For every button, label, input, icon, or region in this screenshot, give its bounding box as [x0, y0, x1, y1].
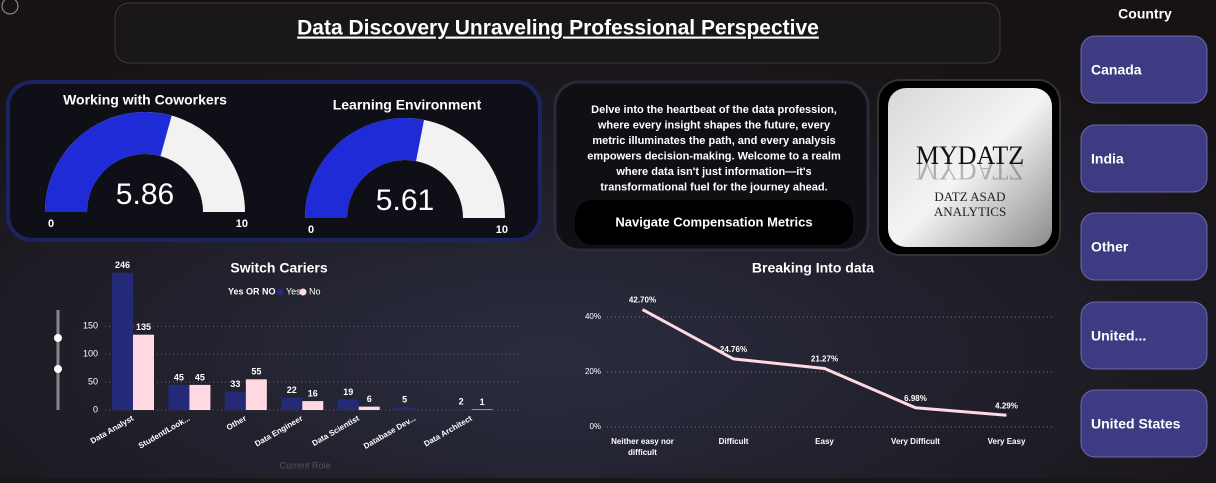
data-label: 6.98%	[904, 394, 927, 403]
data-label: 16	[308, 388, 318, 398]
nav-button-label[interactable]: Navigate Compensation Metrics	[615, 214, 812, 229]
line	[641, 308, 1007, 417]
data-label: 33	[230, 379, 240, 389]
slider-handle[interactable]	[54, 334, 62, 342]
title-box	[114, 2, 1001, 64]
back-icon[interactable]	[1, 0, 19, 15]
bar	[281, 397, 303, 410]
gauge-min: 0	[48, 218, 54, 230]
data-label: 6	[367, 394, 372, 404]
gauge-value-arc	[305, 118, 425, 218]
slicer-item[interactable]	[1080, 212, 1208, 281]
y-tick-label: 50	[88, 376, 98, 386]
y-tick-label: 40%	[585, 312, 601, 321]
description-line: Delve into the heartbeat of the data pro…	[591, 104, 837, 116]
gauge-max: 10	[496, 224, 508, 236]
data-label: 19	[343, 387, 353, 397]
description-line: empowers decision-making. Welcome to a r…	[587, 150, 841, 162]
y-tick-label: 0	[93, 404, 98, 414]
y-tick-label: 150	[83, 321, 98, 331]
description-line: transformational fuel for the journey ah…	[600, 181, 827, 193]
slicer-item-label[interactable]: Canada	[1091, 62, 1142, 78]
gauge-title: Learning Environment	[333, 97, 482, 113]
bar	[245, 379, 267, 410]
bar	[450, 408, 472, 410]
slicer-item-label[interactable]: Other	[1091, 239, 1129, 255]
bar	[189, 384, 211, 410]
x-tick-label: Difficult	[719, 437, 749, 446]
bar	[471, 409, 493, 410]
legend-swatch	[276, 288, 284, 296]
data-label: 135	[136, 322, 151, 332]
description-line: where data isn't just information—it's	[615, 166, 811, 178]
slicer-item-label[interactable]: India	[1091, 151, 1124, 167]
bar	[168, 384, 190, 410]
data-label: 1	[480, 397, 485, 407]
chart-title: Breaking Into data	[752, 260, 874, 276]
data-label: 22	[287, 385, 297, 395]
bar	[337, 399, 359, 410]
gauge-max: 10	[236, 218, 248, 230]
bar	[302, 401, 324, 410]
logo-line: ANALYTICS	[934, 204, 1006, 219]
logo-line: DATZ ASAD	[934, 189, 1005, 204]
slicer-item-label[interactable]: United States	[1091, 416, 1181, 432]
slider-handle[interactable]	[54, 365, 62, 373]
x-tick-label: Very Easy	[988, 437, 1026, 446]
gauge-min: 0	[308, 224, 314, 236]
y-tick-label: 20%	[585, 367, 601, 376]
gauge-title: Working with Coworkers	[63, 92, 227, 108]
slicer-title: Country	[1118, 6, 1172, 22]
bar	[358, 406, 380, 410]
x-tick-label: Very Difficult	[891, 437, 940, 446]
data-label: 45	[195, 372, 205, 382]
chart-title: Switch Cariers	[230, 260, 327, 276]
description-line: metric illuminates the path, and every a…	[592, 135, 835, 147]
gauge-value: 5.61	[376, 184, 434, 217]
x-tick-label: Easy	[815, 437, 834, 446]
logo-name: MYDATZ	[916, 141, 1024, 170]
data-label: 21.27%	[811, 355, 838, 364]
data-label: 24.76%	[720, 345, 747, 354]
data-label: 55	[251, 367, 261, 377]
data-label: 5	[402, 395, 407, 405]
bar	[133, 334, 154, 410]
legend-label: No	[309, 286, 321, 296]
title: Data Discovery Unraveling Professional P…	[297, 17, 819, 40]
bar	[112, 272, 133, 410]
legend-label: Yes	[286, 286, 301, 296]
y-tick-label: 0%	[589, 422, 601, 431]
description-line: where every insight shapes the future, e…	[597, 119, 831, 131]
nav-button[interactable]	[575, 200, 853, 245]
logo-reflection: MYDATZ	[916, 156, 1024, 185]
bar	[224, 391, 246, 410]
x-tick-label: Neither easy nor difficult	[611, 437, 674, 457]
gauge-value-arc	[45, 112, 172, 212]
data-label: 2	[459, 396, 464, 406]
data-label: 4.29%	[995, 401, 1018, 410]
slicer-item[interactable]	[1080, 301, 1208, 370]
slicer-item[interactable]	[1080, 389, 1208, 458]
slicer-item-label[interactable]: United...	[1091, 328, 1146, 344]
x-axis-label: Current Role	[279, 460, 330, 470]
data-label: 42.70%	[629, 296, 656, 305]
logo	[888, 88, 1052, 247]
legend-swatch	[299, 288, 307, 296]
data-label: 45	[174, 372, 184, 382]
legend-title: Yes OR NO	[228, 286, 276, 296]
bar	[394, 407, 416, 410]
data-label: 246	[115, 260, 130, 270]
slicer-item[interactable]	[1080, 124, 1208, 193]
slicer-item[interactable]	[1080, 35, 1208, 104]
gauge-value: 5.86	[116, 178, 174, 211]
y-tick-label: 100	[83, 349, 98, 359]
